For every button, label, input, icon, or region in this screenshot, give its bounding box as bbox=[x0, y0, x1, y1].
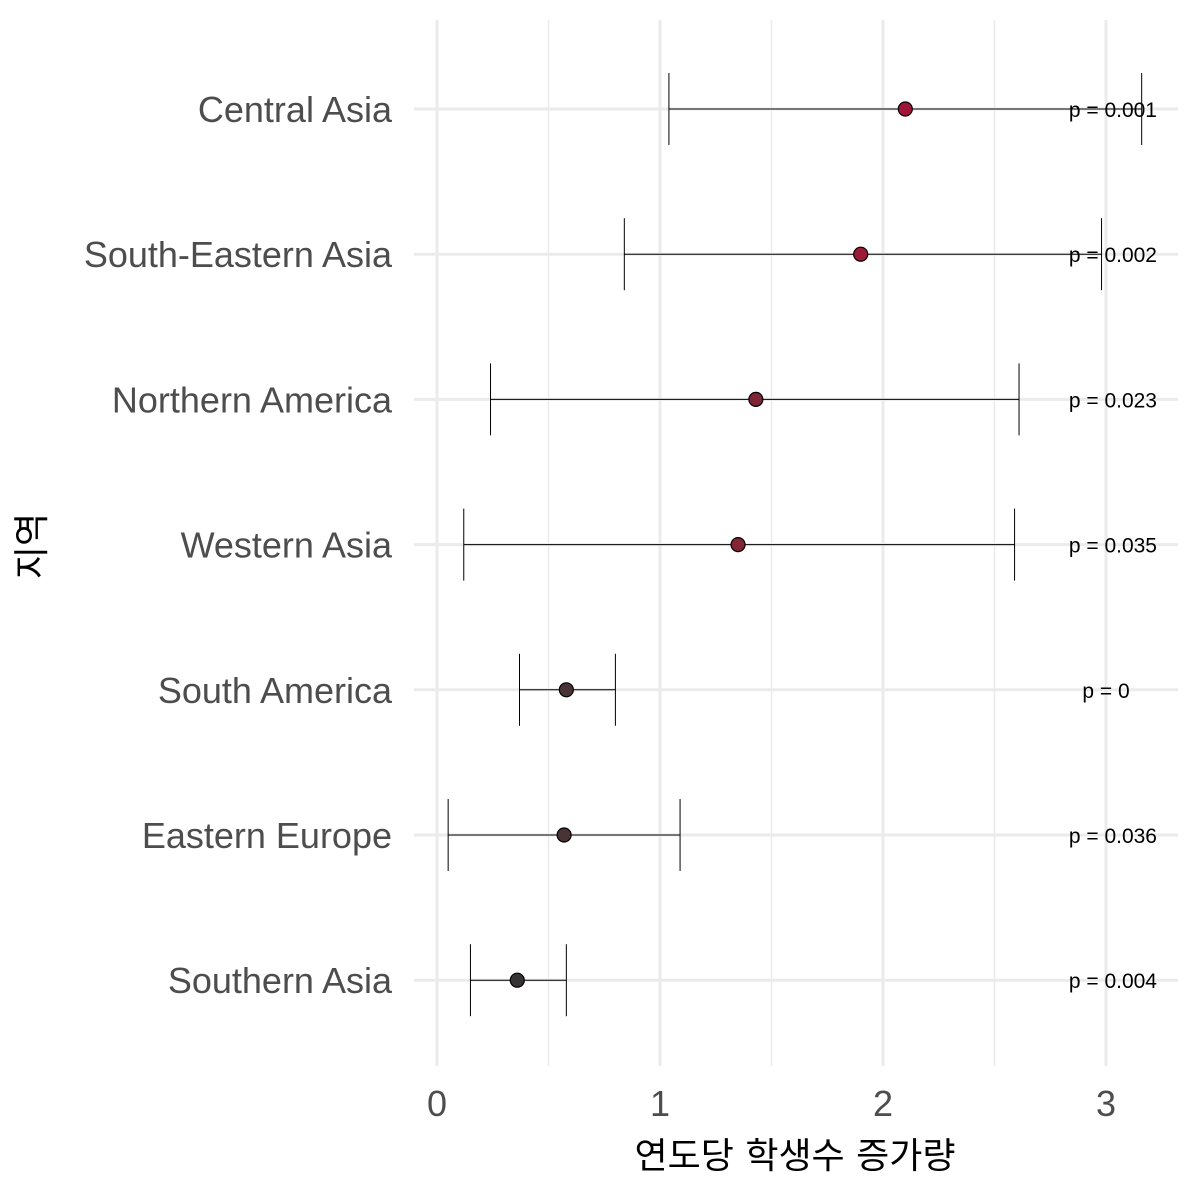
estimate-point bbox=[556, 827, 572, 843]
p-value-label: p = 0.004 bbox=[1069, 970, 1157, 993]
y-tick-label: Central Asia bbox=[198, 89, 393, 130]
y-tick-labels-layer: Central Asia South-Eastern Asia Northern A… bbox=[84, 89, 393, 1001]
x-tick-label: 2 bbox=[873, 1083, 893, 1124]
x-tick-labels-layer: 0 1 2 3 bbox=[427, 1083, 1116, 1124]
estimate-point bbox=[509, 972, 525, 988]
estimate-point bbox=[748, 391, 764, 407]
p-value-label: p = 0.023 bbox=[1069, 389, 1157, 412]
grid-layer bbox=[414, 20, 1178, 1066]
y-tick-label: Southern Asia bbox=[168, 960, 393, 1001]
p-value-label: p = 0.036 bbox=[1069, 825, 1157, 848]
p-value-label: p = 0.001 bbox=[1069, 99, 1157, 122]
estimate-point bbox=[730, 536, 746, 553]
y-tick-label: South-Eastern Asia bbox=[84, 234, 393, 275]
y-tick-label: South America bbox=[158, 670, 393, 711]
x-axis-title: 연도당 학생수 증가량 bbox=[635, 1136, 956, 1177]
x-tick-label: 1 bbox=[650, 1083, 670, 1124]
x-tick-label: 0 bbox=[427, 1083, 447, 1124]
p-value-label: p = 0 bbox=[1082, 680, 1129, 703]
p-value-labels-layer: p = 0.001 p = 0.002 p = 0.023 p = 0.035 p = … bbox=[1069, 99, 1157, 993]
p-value-label: p = 0.035 bbox=[1069, 535, 1157, 558]
y-tick-label: Western Asia bbox=[181, 525, 393, 566]
y-tick-label: Northern America bbox=[112, 379, 393, 420]
points-layer bbox=[509, 101, 913, 988]
estimate-point bbox=[558, 682, 574, 698]
x-tick-label: 3 bbox=[1096, 1083, 1116, 1124]
estimate-point bbox=[853, 246, 869, 262]
p-value-label: p = 0.002 bbox=[1069, 244, 1157, 267]
y-axis-title: 지역 bbox=[12, 513, 53, 579]
y-tick-label: Eastern Europe bbox=[142, 815, 392, 856]
estimate-point bbox=[897, 101, 913, 117]
